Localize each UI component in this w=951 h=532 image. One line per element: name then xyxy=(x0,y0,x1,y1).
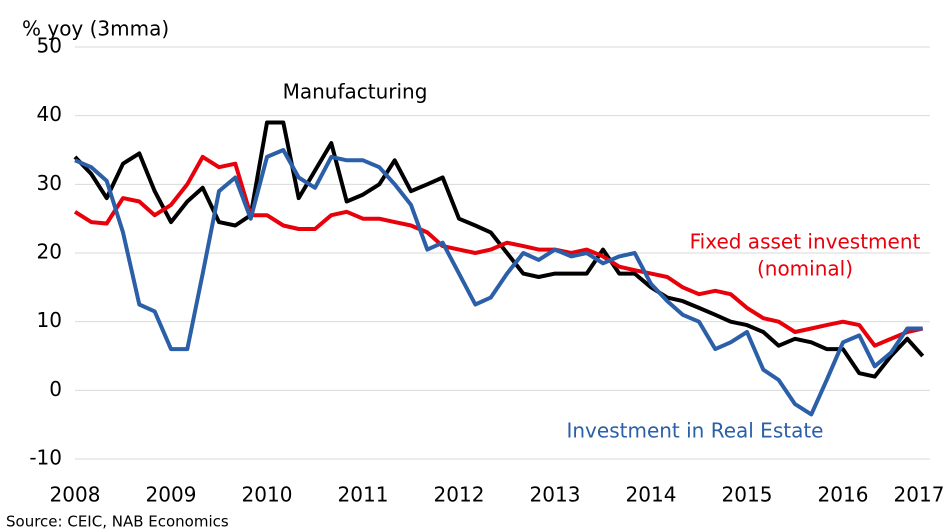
source: Source: CEIC, NAB Economics xyxy=(6,513,229,531)
y-tick-label: 0 xyxy=(49,377,62,401)
series-line xyxy=(73,120,925,379)
y-tick-label: -10 xyxy=(29,446,62,470)
grid xyxy=(75,46,930,460)
series-line xyxy=(73,154,924,348)
x-tick-label: 2016 xyxy=(818,483,869,507)
y-tick-label: 30 xyxy=(37,171,62,195)
annotation: (nominal) xyxy=(757,257,853,281)
x-tick-label: 2013 xyxy=(530,483,581,507)
lines xyxy=(73,120,925,417)
y-tick-label: 50 xyxy=(37,34,62,58)
x-tick-label: 2014 xyxy=(626,483,677,507)
annotation: Manufacturing xyxy=(283,80,428,104)
y-tick-label: 40 xyxy=(37,102,62,126)
x-tick-label: 2008 xyxy=(50,483,101,507)
y-axis-label: % yoy (3mma) xyxy=(22,17,169,41)
x-tick-label: 2012 xyxy=(434,483,485,507)
series-line xyxy=(74,148,923,417)
x-tick-label: 2017 xyxy=(894,483,945,507)
x-tick-label: 2010 xyxy=(242,483,293,507)
x-tick-label: 2009 xyxy=(146,483,197,507)
y-tick-label: 20 xyxy=(37,240,62,264)
x-tick-label: 2011 xyxy=(338,483,389,507)
annotation: Investment in Real Estate xyxy=(566,419,823,443)
y-tick-label: 10 xyxy=(37,308,62,332)
annotation: Fixed asset investment xyxy=(690,230,921,254)
x-tick-label: 2015 xyxy=(722,483,773,507)
